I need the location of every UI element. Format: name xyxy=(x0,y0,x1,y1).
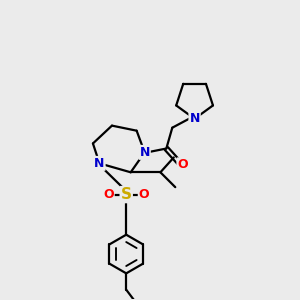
Text: O: O xyxy=(139,188,149,201)
Text: N: N xyxy=(189,112,200,125)
Text: S: S xyxy=(121,187,132,202)
Text: O: O xyxy=(177,158,188,171)
Text: N: N xyxy=(94,157,105,170)
Text: O: O xyxy=(103,188,114,201)
Text: N: N xyxy=(140,146,150,159)
